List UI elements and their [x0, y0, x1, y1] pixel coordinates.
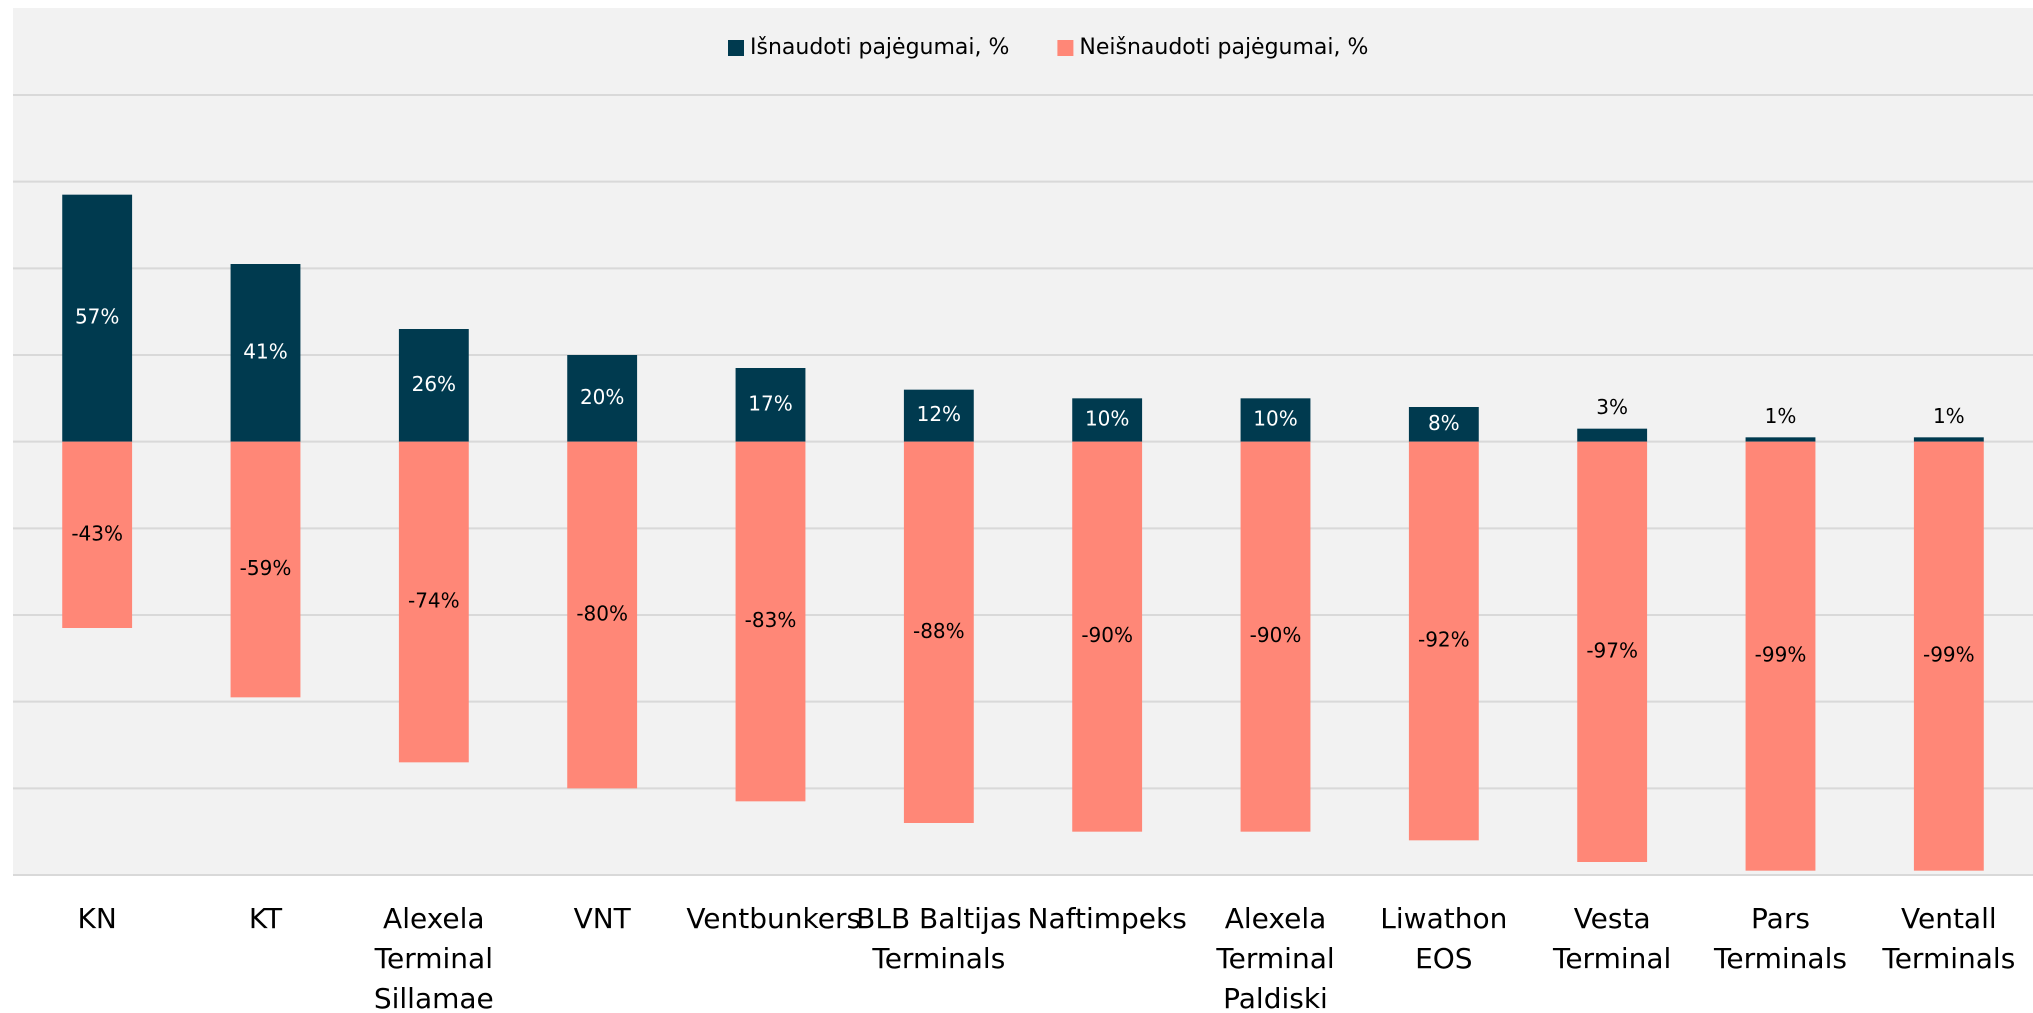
bar: [1072, 398, 1143, 442]
bar: [1577, 428, 1648, 442]
bar: [735, 368, 806, 442]
data-label: 41%: [243, 339, 287, 363]
data-label: 3%: [1596, 395, 1628, 419]
data-label: -97%: [1586, 638, 1638, 662]
bar: [1577, 441, 1648, 862]
x-tick-label: KT: [248, 902, 283, 935]
bar: [567, 355, 638, 442]
data-label: 12%: [917, 402, 961, 426]
bar: [1240, 398, 1311, 442]
bar: [62, 441, 133, 628]
data-label: -99%: [1755, 643, 1807, 667]
bar: [1408, 441, 1479, 841]
bar: [567, 441, 638, 789]
bar: [230, 441, 301, 698]
data-label: 10%: [1253, 407, 1297, 431]
data-label: -90%: [1081, 623, 1133, 647]
data-label: 1%: [1765, 404, 1797, 428]
data-label: -88%: [913, 619, 965, 643]
data-label: -90%: [1250, 623, 1302, 647]
data-label: 17%: [748, 391, 792, 415]
x-tick-label: Liwathon EOS: [1380, 902, 1508, 975]
x-tick-label: Naftimpeks: [1027, 902, 1187, 935]
data-label: 57%: [75, 305, 119, 329]
bar: [1745, 437, 1816, 442]
legend-swatch: [728, 40, 744, 56]
x-tick-label: KN: [77, 902, 117, 935]
bar: [735, 441, 806, 802]
bar: [1240, 441, 1311, 832]
legend-swatch: [1057, 40, 1074, 56]
x-tick-label: Vesta Terminal: [1552, 902, 1672, 975]
data-label: 1%: [1933, 404, 1965, 428]
bar: [230, 264, 301, 442]
data-label: -74%: [408, 589, 460, 613]
x-tick-label: VNT: [573, 902, 631, 935]
x-tick-label: BLB Baltijas Terminals: [856, 902, 1022, 975]
data-label: -43%: [71, 521, 123, 545]
x-tick-label: Alexela Terminal Sillamae: [373, 902, 494, 1013]
data-label: 20%: [580, 385, 624, 409]
x-tick-label: Ventall Terminals: [1882, 902, 2016, 975]
bar: [1072, 441, 1143, 832]
data-label: -83%: [745, 608, 797, 632]
x-tick-label: Ventbunkers: [686, 902, 862, 935]
data-label: -59%: [240, 556, 292, 580]
x-tick-label: Pars Terminals: [1714, 902, 1847, 975]
bar: [398, 441, 469, 763]
bar: [1745, 441, 1816, 871]
data-label: -80%: [576, 602, 628, 626]
data-label: -99%: [1923, 643, 1975, 667]
data-label: 26%: [412, 372, 456, 396]
legend-label: Išnaudoti pajėgumai, %: [750, 35, 1009, 60]
data-label: -92%: [1418, 628, 1470, 652]
bar: [1913, 437, 1984, 442]
legend-label: Neišnaudoti pajėgumai, %: [1079, 35, 1368, 60]
bar: [62, 194, 133, 442]
bar: [903, 441, 974, 823]
data-label: 8%: [1428, 411, 1460, 435]
bar: [1408, 407, 1479, 442]
x-tick-label: Alexela Terminal Paldiski: [1216, 902, 1335, 1013]
bar: [903, 389, 974, 442]
bar: [398, 329, 469, 442]
data-label: 10%: [1085, 407, 1129, 431]
bar: [1913, 441, 1984, 871]
